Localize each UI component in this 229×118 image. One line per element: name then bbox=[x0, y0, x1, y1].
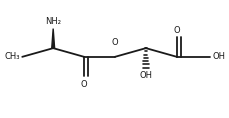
Text: OH: OH bbox=[211, 52, 224, 61]
Text: CH₃: CH₃ bbox=[5, 52, 20, 61]
Polygon shape bbox=[52, 29, 54, 48]
Text: O: O bbox=[173, 26, 179, 35]
Text: OH: OH bbox=[139, 72, 152, 80]
Text: O: O bbox=[111, 38, 118, 47]
Text: NH₂: NH₂ bbox=[45, 17, 61, 26]
Text: O: O bbox=[80, 80, 87, 89]
